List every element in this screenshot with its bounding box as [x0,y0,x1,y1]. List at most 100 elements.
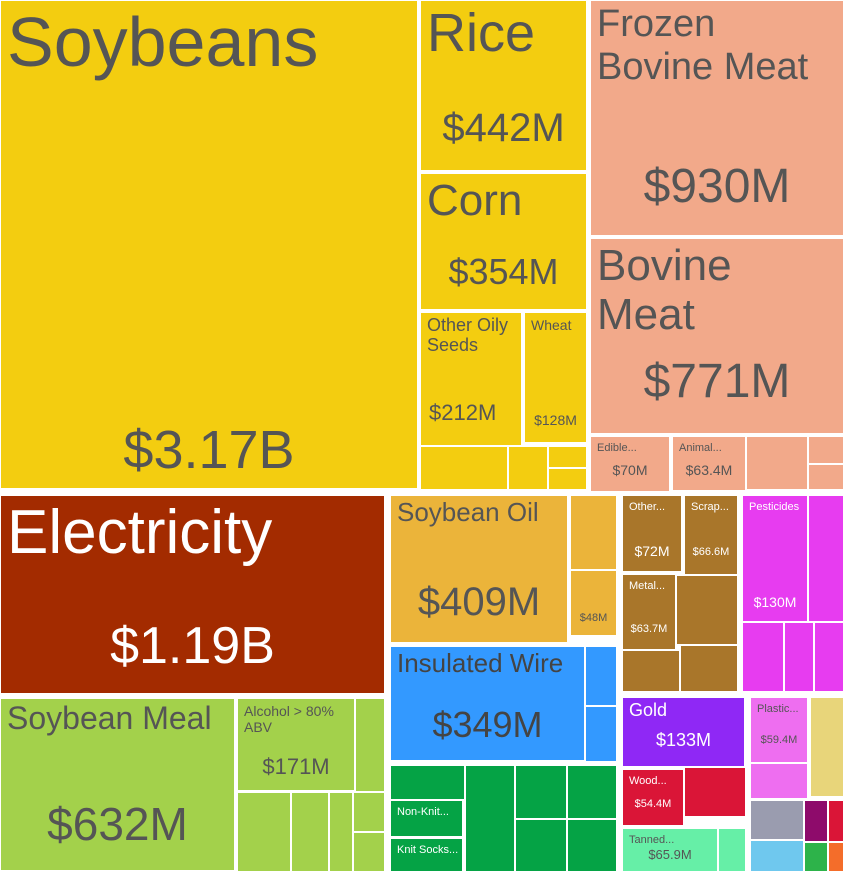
filler-tile [680,645,738,692]
value-label: $442M [442,106,565,150]
value-label: $171M [262,754,330,779]
value-label: $133M [655,730,712,750]
tile-label: Rice [427,3,536,63]
value-label: $59.4M [760,734,798,746]
filler-tile [804,842,828,872]
tile: Scrap... $66.6M [684,495,738,575]
filler-tile [515,765,567,819]
filler-tile [585,706,617,762]
tile-label: Insulated Wire [397,648,564,678]
tile-label: Gold [629,700,668,720]
filler-tile [508,446,548,490]
tile: Other Oily Seeds $212M [420,312,522,447]
tile-label: Wheat [531,317,572,333]
tile-label: Frozen Bovine Meat [597,3,809,88]
filler-tile [355,698,385,792]
filler-tile [390,765,465,800]
value-label: $70M [612,462,648,478]
tile-label: Tanned... [629,834,675,846]
filler-tile [567,819,617,872]
tile: Bovine Meat $771M [590,238,844,434]
filler-tile [237,792,291,872]
tile-label: Other... [629,501,666,513]
tile: Gold $133M [622,697,745,767]
value-label: $3.17B [123,420,295,480]
value-label: $930M [643,160,791,213]
tile-label: Wood... [629,775,667,787]
value-label: $1.19B [110,617,275,675]
tile-label: Corn [427,176,523,225]
filler-tile [746,436,808,490]
filler-tile [465,765,515,872]
tile-label: Non-Knit... [397,806,449,818]
value-label: $72M [634,543,670,559]
filler-tile [718,828,746,872]
tile-label: Alcohol > 80% ABV [244,703,334,735]
tile-label: Edible... [597,442,637,454]
filler-tile [810,697,844,797]
tile: Frozen Bovine Meat $930M [590,0,844,237]
filler-tile [750,800,804,840]
value-label: $212M [429,400,497,425]
filler-tile [808,495,844,622]
filler-tile [814,622,844,692]
filler-tile [291,792,329,872]
tile: Soybeans $3.17B [0,0,418,490]
tile: Soybean Meal $632M [0,698,235,872]
tile-label: Soybeans [7,3,319,81]
value-label: $771M [643,355,791,408]
value-label: $65.9M [648,847,692,862]
tile: Animal... $63.4M [672,436,746,492]
filler-tile [676,575,738,645]
filler-tile [570,495,617,570]
filler-tile [828,842,844,872]
tile: Electricity $1.19B [0,495,385,695]
tile: Soybean Oil $409M [390,495,568,644]
value-label: $409M [417,580,541,624]
tile-label: Soybean Oil [397,497,539,527]
tile-label: Knit Socks... [397,844,459,856]
value-label: $130M [753,594,797,610]
tile-label: Other Oily Seeds [427,315,509,356]
tile: Other... $72M [622,495,682,573]
filler-tile [784,622,814,692]
value-label: $349M [432,704,543,745]
filler-tile [329,792,353,872]
filler-tile [420,446,508,490]
tile-label: Electricity [7,498,273,567]
filler-tile [742,622,784,692]
tile-label: Pesticides [749,501,800,513]
tile: Metal... $63.7M [622,574,676,651]
filler-tile [622,650,680,692]
filler-tile [750,763,808,799]
filler-tile [353,792,385,832]
filler-tile [548,468,587,490]
filler-tile [804,800,828,842]
filler-tile [808,464,844,490]
tile-label: Plastic... [757,703,799,715]
tile-label: Scrap... [691,501,729,513]
filler-tile [548,446,587,468]
filler-tile [828,800,844,842]
tile: Pesticides $130M [742,495,808,623]
tile: Edible... $70M [590,436,670,493]
filler-tile [808,436,844,464]
tile-label: Soybean Meal [7,700,212,736]
tile: Tanned... $65.9M [622,828,718,872]
tile: Non-Knit... [390,800,463,838]
value-label: $128M [534,412,577,428]
value-label: $354M [448,251,559,292]
tile: Alcohol > 80% ABV $171M [237,698,355,792]
filler-tile [585,646,617,706]
filler-tile [515,819,567,872]
filler-tile [353,832,385,872]
value-label: $632M [47,798,188,850]
tile: Corn $354M [420,173,587,310]
tile-label: Metal... [629,580,666,592]
tile: Plastic... $59.4M [750,697,808,764]
tile-label: Animal... [679,442,722,454]
tile: Insulated Wire $349M [390,646,585,762]
tile: Wood... $54.4M [622,769,684,826]
tile: Knit Socks... [390,838,463,872]
